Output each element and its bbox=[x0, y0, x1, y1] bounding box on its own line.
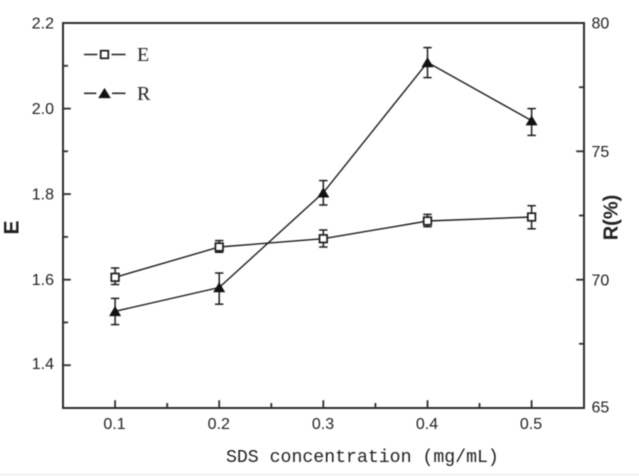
svg-text:65: 65 bbox=[592, 400, 610, 417]
svg-text:0.2: 0.2 bbox=[208, 416, 230, 433]
svg-text:80: 80 bbox=[592, 15, 610, 32]
svg-text:E: E bbox=[137, 44, 149, 66]
svg-text:70: 70 bbox=[592, 272, 610, 289]
svg-text:0.3: 0.3 bbox=[312, 416, 334, 433]
svg-text:0.5: 0.5 bbox=[520, 416, 542, 433]
svg-text:0.1: 0.1 bbox=[103, 416, 125, 433]
svg-text:2.2: 2.2 bbox=[32, 15, 54, 32]
svg-text:SDS concentration (mg/mL): SDS concentration (mg/mL) bbox=[226, 448, 499, 468]
svg-text:75: 75 bbox=[592, 144, 610, 161]
svg-text:1.8: 1.8 bbox=[32, 186, 54, 203]
svg-text:R: R bbox=[137, 83, 151, 105]
svg-text:1.4: 1.4 bbox=[32, 356, 54, 373]
svg-text:2.0: 2.0 bbox=[32, 101, 54, 118]
svg-text:1.6: 1.6 bbox=[32, 272, 54, 289]
svg-text:0.4: 0.4 bbox=[416, 416, 438, 433]
svg-text:R(%): R(%) bbox=[601, 195, 623, 241]
svg-text:E: E bbox=[1, 220, 24, 234]
